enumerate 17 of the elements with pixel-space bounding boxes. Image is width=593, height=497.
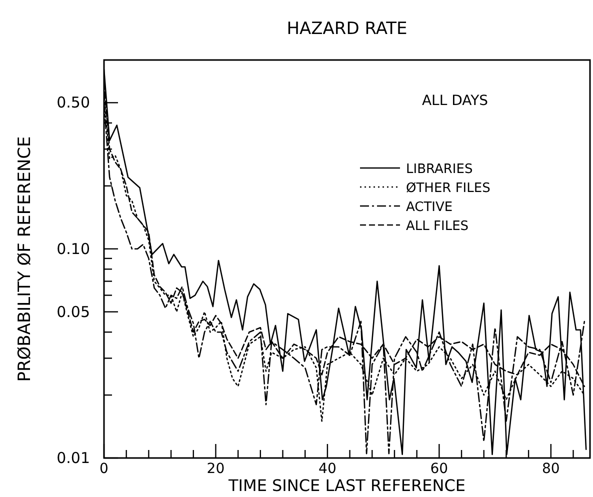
annotation: ALL DAYS	[422, 93, 488, 109]
legend-label: ØTHER FILES	[406, 181, 490, 196]
y-axis-title: PRØBABILITY ØF REFERENCE	[15, 136, 35, 382]
x-axis-title: TIME SINCE LAST REFERENCE	[228, 476, 466, 495]
x-tick-label: 40	[318, 461, 336, 477]
legend-label: LIBRARIES	[406, 162, 473, 177]
x-tick-label: 20	[206, 461, 225, 477]
y-tick-label: 0.05	[56, 302, 90, 321]
y-tick-label: 0.01	[56, 449, 90, 467]
x-tick-label: 60	[430, 461, 448, 477]
x-tick-label: 0	[100, 461, 108, 477]
y-tick-label: 0.50	[56, 94, 90, 112]
legend-label: ALL FILES	[406, 219, 469, 234]
legend-label: ACTIVE	[406, 200, 453, 215]
chart-title: HAZARD RATE	[286, 19, 408, 39]
x-tick-label: 80	[542, 461, 560, 477]
y-tick-label: 0.10	[56, 240, 90, 258]
